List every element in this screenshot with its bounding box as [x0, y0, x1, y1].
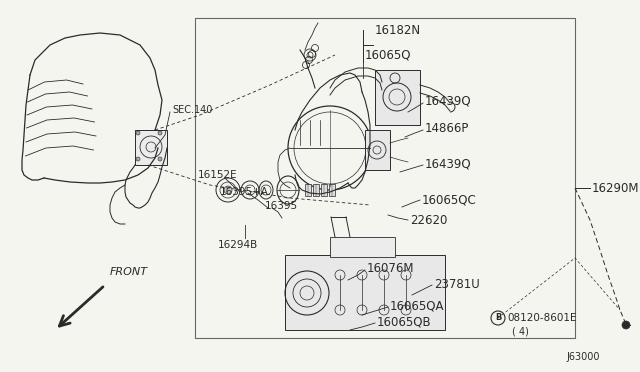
- Text: 16439Q: 16439Q: [425, 157, 472, 170]
- Text: 16294B: 16294B: [218, 240, 259, 250]
- Text: 16076M: 16076M: [367, 263, 415, 276]
- Text: 16290M: 16290M: [592, 182, 639, 195]
- Circle shape: [224, 186, 232, 194]
- Bar: [329, 184, 335, 196]
- Bar: [330, 237, 395, 257]
- Bar: [365, 130, 390, 170]
- Text: 16065Q: 16065Q: [365, 48, 412, 61]
- Text: 16182N: 16182N: [375, 23, 421, 36]
- Text: 08120-8601E: 08120-8601E: [507, 313, 577, 323]
- Bar: [305, 184, 311, 196]
- Circle shape: [158, 157, 162, 161]
- Text: 16065QB: 16065QB: [377, 315, 431, 328]
- Bar: [321, 184, 327, 196]
- Bar: [195, 18, 575, 338]
- Text: 22620: 22620: [410, 214, 447, 227]
- Text: SEC.140: SEC.140: [172, 105, 212, 115]
- Text: FRONT: FRONT: [110, 267, 148, 277]
- Bar: [375, 70, 420, 125]
- Text: 16395+A: 16395+A: [220, 187, 269, 197]
- Text: 16395: 16395: [265, 201, 298, 211]
- Circle shape: [622, 321, 630, 329]
- Text: 16152E: 16152E: [198, 170, 237, 180]
- Text: 23781U: 23781U: [434, 278, 480, 291]
- Text: 16065QC: 16065QC: [422, 193, 477, 206]
- Text: ( 4): ( 4): [512, 326, 529, 336]
- Bar: [135, 130, 167, 165]
- Text: 16065QA: 16065QA: [390, 299, 445, 312]
- Bar: [285, 255, 445, 330]
- Circle shape: [158, 131, 162, 135]
- Text: 16439Q: 16439Q: [425, 94, 472, 108]
- Text: B: B: [495, 314, 501, 323]
- Text: J63000: J63000: [566, 352, 600, 362]
- Bar: [313, 184, 319, 196]
- Text: 14866P: 14866P: [425, 122, 469, 135]
- Circle shape: [136, 131, 140, 135]
- Circle shape: [136, 157, 140, 161]
